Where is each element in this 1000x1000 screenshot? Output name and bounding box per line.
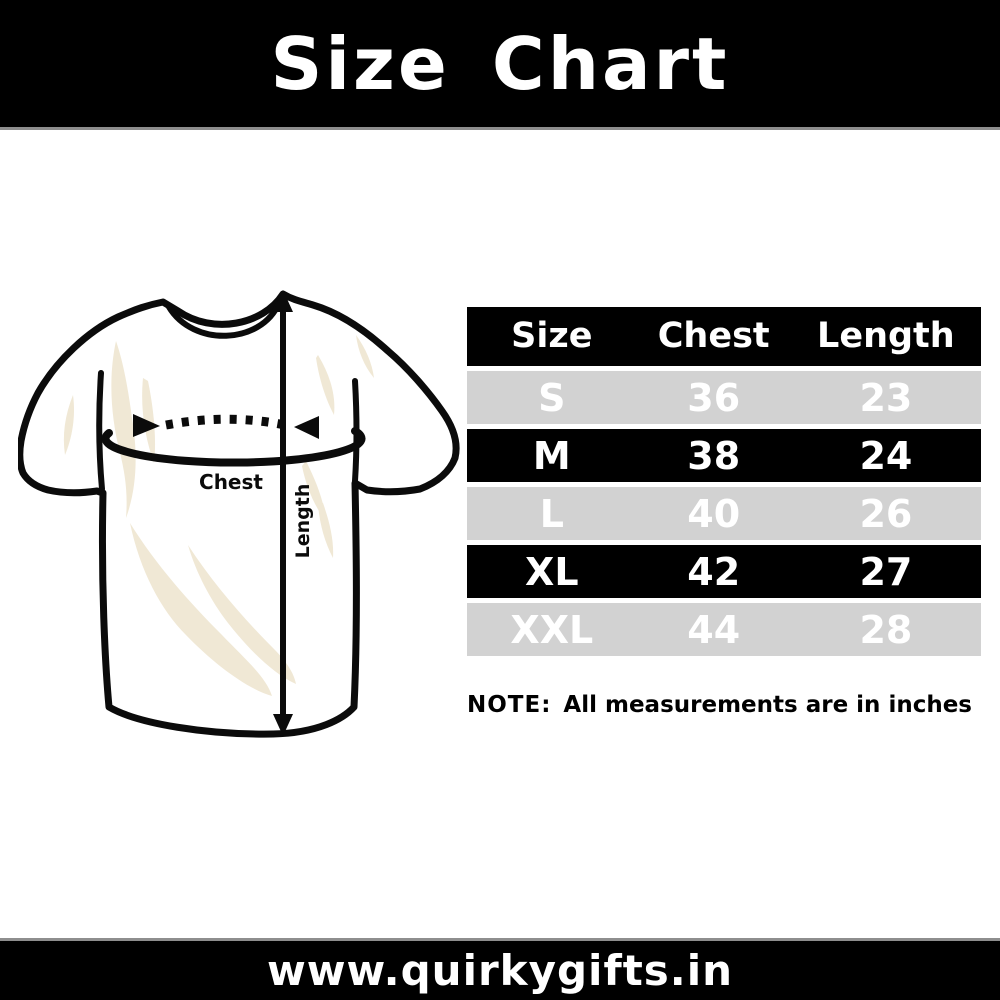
table-row-s: S 36 23: [467, 371, 981, 424]
length-value: 24: [859, 433, 913, 478]
chest-label: Chest: [199, 470, 263, 494]
chest-arrow-right: [294, 416, 319, 439]
length-arrow-down: [273, 714, 293, 736]
measurement-note: NOTE: All measurements are in inches: [467, 692, 992, 718]
chest-value: 42: [687, 549, 741, 594]
footer-bar: www.quirkygifts.in: [0, 938, 1000, 1000]
chest-measure-ellipse: [101, 427, 366, 467]
size-value: L: [539, 491, 564, 536]
size-table: Size Chest Length S 36 23 M 38 24 L 40 2…: [467, 307, 981, 656]
column-header-chest: Chest: [657, 316, 770, 356]
chest-arrow-left: [133, 414, 160, 437]
size-value: XXL: [510, 607, 594, 652]
length-label: Length: [292, 484, 314, 559]
tshirt-diagram: Chest Length: [18, 290, 460, 738]
table-row-xl: XL 42 27: [467, 545, 981, 598]
website-url: www.quirkygifts.in: [266, 945, 734, 995]
header-bar: Size Chart: [0, 0, 1000, 130]
chest-value: 40: [687, 491, 741, 536]
size-value: XL: [525, 549, 579, 594]
size-value: S: [538, 375, 566, 420]
length-value: 27: [859, 549, 913, 594]
column-header-length: Length: [817, 316, 955, 356]
table-row-xxl: XXL 44 28: [467, 603, 981, 656]
fabric-shading: [63, 335, 374, 696]
length-value: 26: [859, 491, 913, 536]
left-armhole-seam: [96, 370, 105, 492]
length-value: 23: [859, 375, 913, 420]
chest-value: 36: [687, 375, 741, 420]
table-header-row: Size Chest Length: [467, 307, 981, 366]
chest-value: 38: [687, 433, 741, 478]
length-value: 28: [859, 607, 913, 652]
column-header-size: Size: [511, 316, 593, 356]
note-text: All measurements are in inches: [563, 692, 972, 718]
page-title: Size Chart: [270, 21, 730, 106]
table-row-l: L 40 26: [467, 487, 981, 540]
collar-inner-line: [166, 300, 282, 339]
table-row-m: M 38 24: [467, 429, 981, 482]
size-value: M: [532, 433, 571, 478]
note-label: NOTE:: [467, 692, 552, 718]
length-arrow-up: [273, 290, 293, 312]
tshirt-outline: [18, 290, 460, 738]
chest-value: 44: [687, 607, 741, 652]
